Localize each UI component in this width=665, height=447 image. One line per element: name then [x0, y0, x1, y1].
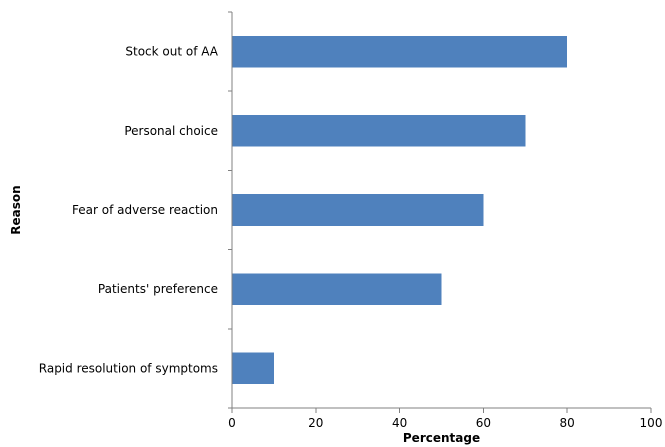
x-tick-label-20: 20	[308, 416, 323, 430]
category-label-patients-preference: Patients' preference	[98, 282, 218, 296]
x-tick-label-60: 60	[476, 416, 491, 430]
x-tick-label-80: 80	[560, 416, 575, 430]
x-tick-label-40: 40	[392, 416, 407, 430]
bar-personal-choice	[232, 114, 526, 147]
x-axis-title: Percentage	[403, 431, 480, 445]
category-label-personal-choice: Personal choice	[124, 124, 218, 138]
bars-group	[232, 35, 568, 385]
bar-stock-out-of-aa	[232, 35, 568, 68]
y-axis-title: Reason	[9, 185, 23, 234]
x-axis-ticks: 0 20 40 60 80 100	[228, 408, 662, 430]
bar-fear-of-adverse-reaction	[232, 194, 484, 226]
category-label-rapid-resolution-of-symptoms: Rapid resolution of symptoms	[39, 361, 218, 375]
x-tick-label-100: 100	[640, 416, 663, 430]
y-axis-ticks	[228, 11, 232, 409]
x-tick-label-0: 0	[228, 416, 236, 430]
category-label-fear-of-adverse-reaction: Fear of adverse reaction	[72, 203, 218, 217]
bar-rapid-resolution-of-symptoms	[232, 352, 274, 385]
bar-patients-preference	[232, 273, 442, 306]
category-labels: Stock out of AA Personal choice Fear of ad…	[39, 45, 219, 376]
category-label-stock-out-of-aa: Stock out of AA	[125, 45, 218, 59]
